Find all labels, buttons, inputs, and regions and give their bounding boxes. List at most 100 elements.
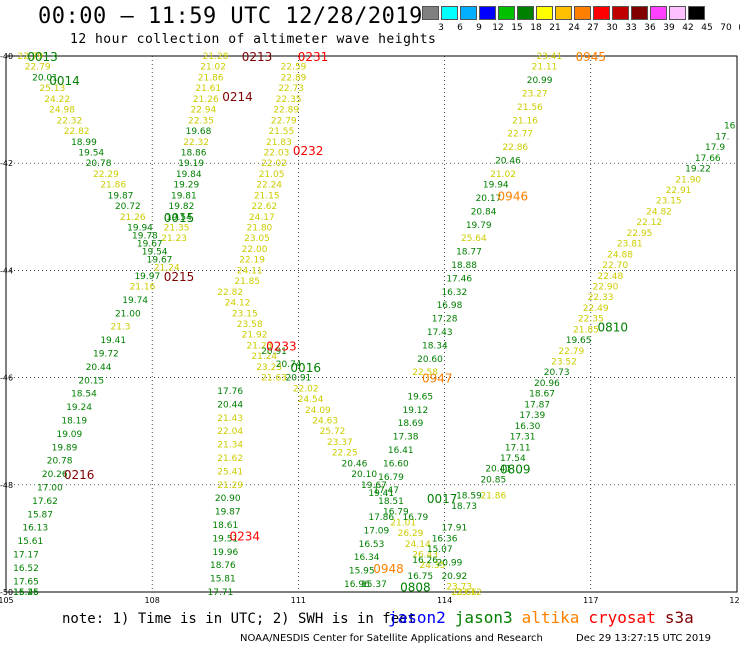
wave-height-value: 21.55	[268, 127, 294, 137]
wave-height-value: 19.54	[166, 213, 192, 223]
wave-height-value: 21.02	[200, 63, 226, 73]
wave-height-value: 18.86	[181, 148, 207, 158]
wave-height-value: 19.87	[215, 508, 241, 518]
wave-height-value: 20.92	[441, 572, 467, 582]
wave-height-value: 23.73	[446, 583, 472, 593]
wave-height-value: 16.79	[402, 513, 428, 523]
lon-tick-label: 117	[583, 596, 598, 605]
pass-time-label: 0946	[498, 189, 529, 203]
legend-label: 27	[587, 23, 599, 33]
wave-height-value: 22.79	[558, 347, 584, 357]
pass-time-label: 0216	[64, 468, 95, 482]
wave-height-value: 20.60	[417, 355, 443, 365]
wave-height-value: 17.9	[705, 143, 725, 153]
wave-height-value: 24.98	[49, 106, 75, 116]
wave-height-value: 20.78	[47, 457, 73, 467]
wave-height-value: 22.25	[332, 449, 358, 459]
pass-time-label: 0017	[427, 492, 458, 506]
wave-height-value: 22.12	[636, 218, 662, 228]
wave-height-value: 19.87	[108, 191, 134, 201]
wave-height-value: 16.32	[441, 288, 467, 298]
lat-tick-label: -50	[0, 588, 13, 597]
legend-swatch	[498, 6, 515, 20]
wave-height-value: 21.23	[161, 234, 187, 244]
wave-height-value: 20.74	[276, 360, 302, 370]
wave-height-value: 17.47	[373, 486, 399, 496]
legend-label: 30	[606, 23, 618, 33]
legend-swatch	[688, 6, 705, 20]
legend-swatch	[593, 6, 610, 20]
wave-height-value: 23.23	[256, 363, 282, 373]
wave-height-value: 19.65	[566, 336, 592, 346]
credit-text: NOAA/NESDIS Center for Satellite Applica…	[240, 633, 543, 644]
pass-time-label: 0233	[266, 339, 297, 353]
wave-height-value: 22.32	[56, 116, 82, 126]
wave-height-value: 18.59	[456, 492, 482, 502]
wave-height-value: 24.54	[298, 395, 324, 405]
legend-label: 21	[549, 23, 561, 33]
wave-height-value: 23.58	[237, 320, 263, 330]
wave-height-value: 22.82	[64, 127, 90, 137]
wave-height-value: 21.11	[532, 63, 558, 73]
wave-height-value: 23.41	[536, 52, 562, 62]
lon-tick-label: 105	[0, 596, 14, 605]
wave-height-value: 21.56	[517, 103, 543, 113]
wave-height-value: 21.92	[242, 331, 268, 341]
wave-height-value: 25.41	[217, 467, 243, 477]
legend-label: 24	[568, 23, 580, 33]
wave-height-value: 15.07	[427, 545, 453, 555]
wave-height-value: 24.22	[44, 95, 70, 105]
wave-height-value: 21.15	[254, 191, 280, 201]
wave-height-value: 20.46	[342, 459, 368, 469]
lat-tick-label: -42	[0, 159, 13, 168]
page-subtitle: 12 hour collection of altimeter wave hei…	[70, 32, 437, 47]
wave-height-value: 21.00	[115, 309, 141, 319]
wave-height-value: 21.05	[259, 170, 285, 180]
wave-height-value: 16.75	[407, 572, 433, 582]
wave-height-value: 16.52	[13, 564, 39, 574]
wave-height-value: 20.72	[115, 202, 141, 212]
legend-swatch	[631, 6, 648, 20]
generated-timestamp: Dec 29 13:27:15 UTC 2019	[576, 633, 711, 644]
wave-height-value: 18.69	[398, 419, 424, 429]
wave-height-value: 20.85	[480, 475, 506, 485]
pass-time-label: 0215	[164, 270, 195, 284]
wave-height-value: 19.97	[134, 272, 160, 282]
wave-height-value: 21.83	[266, 138, 292, 148]
legend-swatch	[574, 6, 591, 20]
wave-height-value: 22.91	[666, 186, 692, 196]
wave-height-value: 19.41	[100, 336, 126, 346]
wave-height-value: 23.52	[551, 358, 577, 368]
wave-height-value: 21.80	[247, 224, 273, 234]
satellite-legend: jason2 jason3 altika cryosat s3a	[388, 608, 703, 627]
wave-height-value: 17.11	[505, 443, 531, 453]
pass-time-label: 0948	[373, 562, 404, 576]
wave-height-value: 22.24	[256, 181, 282, 191]
pass-time-label: 0232	[293, 144, 324, 158]
legend-label: (ft)	[735, 23, 740, 33]
wave-height-value: 19.72	[93, 349, 119, 359]
wave-height-value: 22.77	[507, 130, 533, 140]
wave-height-value: 17.17	[13, 550, 39, 560]
wave-height-value: 19.94	[127, 224, 153, 234]
wave-height-value: 16.53	[359, 540, 385, 550]
legend-label: 3	[438, 23, 444, 33]
page-title: 00:00 – 11:59 UTC 12/28/2019	[38, 4, 423, 29]
legend-swatch	[650, 6, 667, 20]
time-label-layer: 0013 0014 0015 0215 0216 0213 0214 0231 0232 0233…	[27, 50, 628, 595]
wave-height-value: 17.09	[363, 526, 389, 536]
wave-height-value: 17.54	[500, 454, 526, 464]
wave-height-value: 21.86	[198, 73, 224, 83]
wave-height-value: 26.29	[398, 529, 424, 539]
legend-swatch	[612, 6, 629, 20]
legend-label: 9	[476, 23, 482, 33]
wave-height-value: 21.24	[154, 264, 180, 274]
legend-swatch	[479, 6, 496, 20]
wave-height-value: 17.43	[427, 328, 453, 338]
wave-height-value: 21.24	[251, 352, 277, 362]
footer-note: note: 1) Time is in UTC; 2) SWH is in fe…	[62, 611, 417, 627]
wave-height-value: 25.72	[320, 427, 346, 437]
wave-height-value: 21.16	[512, 116, 538, 126]
wave-height-value: 21.26	[120, 213, 146, 223]
